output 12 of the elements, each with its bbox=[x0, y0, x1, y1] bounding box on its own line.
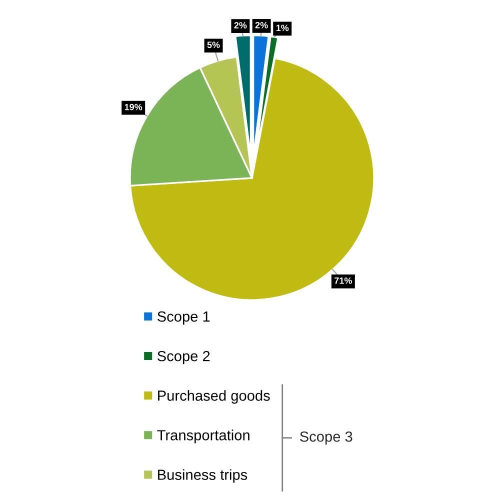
data-label: 2% bbox=[255, 22, 268, 28]
legend-label: Business trips bbox=[158, 469, 248, 483]
legend-label: Scope 1 bbox=[158, 311, 210, 325]
data-label: 71% bbox=[334, 277, 352, 284]
text: Scope 3 bbox=[300, 431, 352, 445]
legend-label: Transportation bbox=[157, 430, 250, 444]
data-label: 19% bbox=[124, 104, 142, 110]
legend-label: Scope 2 bbox=[158, 350, 210, 364]
legend-label: Purchased goods bbox=[158, 390, 270, 404]
data-label: 2% bbox=[234, 22, 247, 28]
data-label: 5% bbox=[207, 42, 220, 48]
data-label: 1% bbox=[276, 24, 289, 32]
